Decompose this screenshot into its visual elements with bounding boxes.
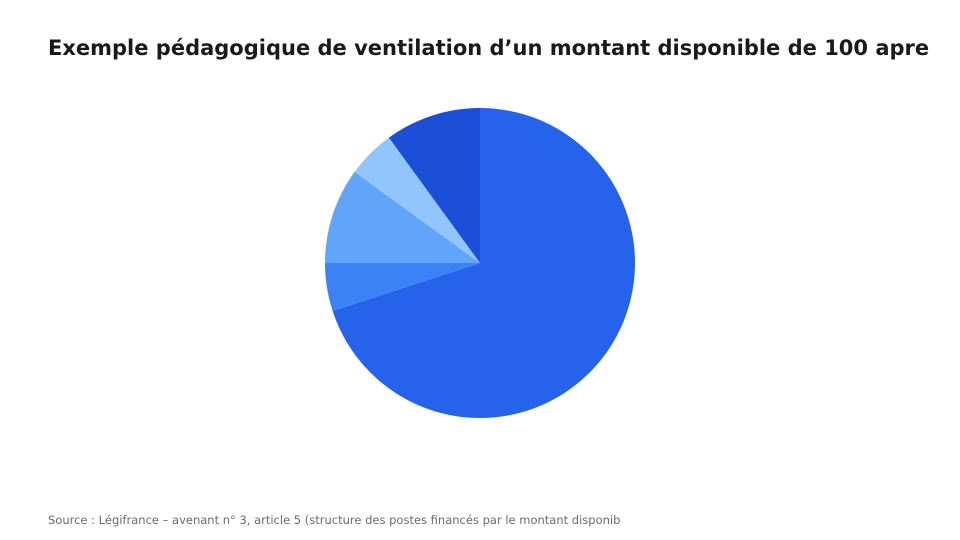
source-note: Source : Légifrance – avenant n° 3, arti…: [48, 513, 621, 527]
chart-title: Exemple pédagogique de ventilation d’un …: [48, 36, 930, 60]
pie-slice-2: [325, 263, 480, 311]
pie-slices: [324, 108, 636, 418]
pie-slice-5: [388, 108, 480, 263]
pie-slice-1: [332, 108, 636, 418]
pie-slice-3: [324, 171, 480, 263]
pie-slice-4: [354, 137, 480, 263]
